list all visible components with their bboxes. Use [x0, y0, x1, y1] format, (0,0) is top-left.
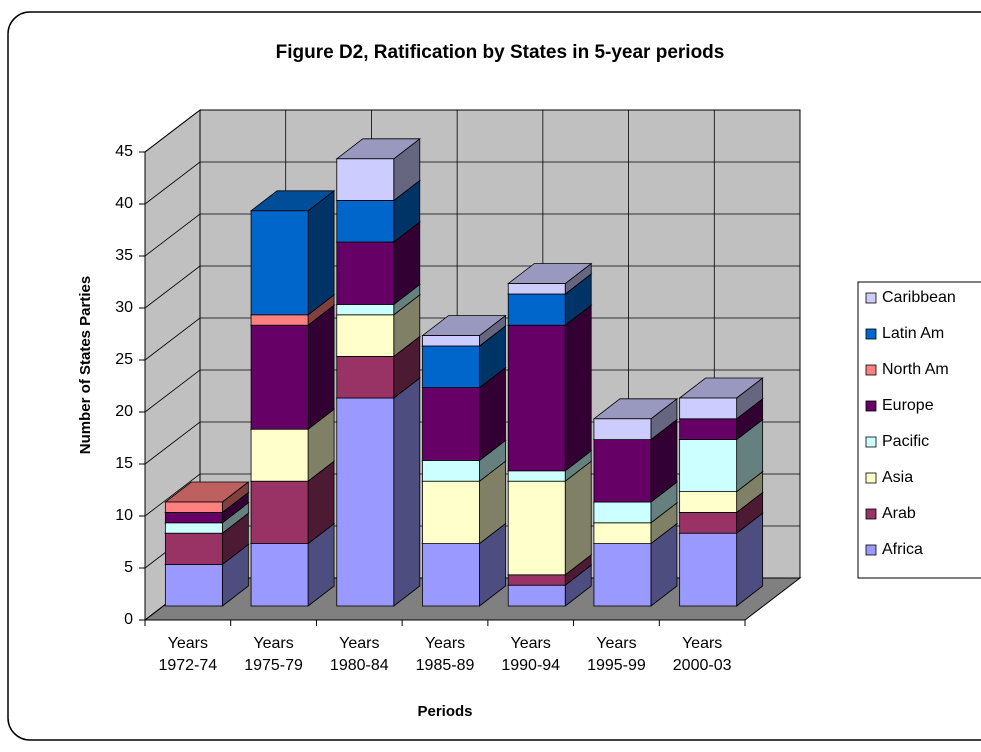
- bar-side: [307, 304, 335, 431]
- legend-label: North Am: [882, 361, 949, 378]
- bar: [422, 335, 480, 347]
- x-tick-label: Years 1972-74: [158, 635, 218, 674]
- bar: [679, 512, 738, 534]
- bar: [593, 522, 652, 544]
- bar: [422, 345, 480, 388]
- bar: [164, 512, 223, 524]
- legend-swatch: [865, 328, 877, 340]
- bar: [164, 564, 223, 607]
- bar: [679, 491, 738, 513]
- legend-swatch: [865, 472, 877, 484]
- legend-swatch: [865, 400, 877, 412]
- bar: [250, 324, 309, 430]
- bar: [164, 532, 223, 565]
- y-tick-label: 15: [115, 455, 133, 472]
- y-tick-label: 20: [115, 403, 133, 420]
- legend-label: Latin Am: [882, 325, 944, 342]
- grid-line: [144, 265, 800, 309]
- x-tick-label: Years 1985-89: [415, 635, 475, 674]
- bar: [593, 439, 652, 503]
- legend-swatch: [865, 436, 877, 448]
- bar: [679, 439, 738, 493]
- y-tick-label: 30: [115, 299, 133, 316]
- bar: [250, 210, 309, 316]
- chart-title: Figure D2, Ratification by States in 5-y…: [276, 42, 725, 63]
- legend-swatch: [865, 364, 877, 376]
- bar: [593, 501, 652, 524]
- x-tick-label: Years 1975-79: [244, 635, 303, 674]
- bar: [507, 574, 566, 586]
- bar: [422, 459, 480, 482]
- legend-label: Europe: [882, 397, 934, 414]
- bar: [336, 397, 395, 607]
- grid-line: [144, 317, 800, 361]
- legend-label: Africa: [882, 541, 923, 558]
- y-tick-label: 5: [124, 559, 133, 576]
- legend-label: Arab: [882, 505, 916, 522]
- bar: [336, 199, 395, 243]
- bar: [336, 355, 395, 399]
- bar: [507, 293, 566, 326]
- bar: [250, 480, 309, 545]
- bar: [422, 543, 480, 607]
- bar-side: [393, 377, 421, 607]
- bar: [164, 501, 223, 513]
- bar: [679, 397, 738, 420]
- legend-swatch: [865, 508, 877, 520]
- bar: [507, 470, 566, 482]
- y-tick-label: 25: [115, 351, 133, 368]
- bar: [336, 241, 395, 305]
- legend-label: Pacific: [882, 433, 929, 450]
- bar: [422, 480, 480, 545]
- legend-swatch: [865, 292, 877, 304]
- bar: [250, 314, 309, 326]
- bar: [679, 418, 738, 440]
- bar: [336, 158, 395, 201]
- grid-line: [144, 369, 800, 413]
- y-tick-label: 40: [115, 195, 133, 212]
- grid-line: [144, 213, 800, 257]
- x-tick-label: Years 2000-03: [672, 635, 732, 674]
- bar: [336, 314, 395, 357]
- x-tick-label: Years 1980-84: [329, 635, 389, 674]
- bar-side: [307, 189, 335, 316]
- y-tick-label: 45: [115, 143, 133, 160]
- bar: [679, 532, 738, 607]
- bar: [507, 324, 566, 472]
- bar: [250, 543, 309, 607]
- y-axis-label: Number of States Parties: [77, 276, 94, 454]
- legend-swatch: [865, 544, 877, 556]
- bar: [507, 584, 566, 607]
- bar: [164, 522, 223, 534]
- bar: [422, 387, 480, 461]
- x-axis-label: Periods: [417, 703, 472, 720]
- y-tick-label: 35: [115, 247, 133, 264]
- bar: [336, 303, 395, 316]
- bar: [593, 543, 652, 607]
- legend: [857, 281, 981, 579]
- grid-line: [144, 161, 800, 205]
- y-tick-label: 0: [124, 611, 133, 628]
- y-tick-label: 10: [115, 507, 133, 524]
- bar: [250, 428, 309, 482]
- x-tick-label: Years 1990-94: [501, 635, 561, 674]
- x-tick-label: Years 1995-99: [587, 635, 646, 674]
- bar: [507, 283, 566, 295]
- legend-label: Caribbean: [882, 289, 956, 306]
- bar-side: [564, 304, 592, 472]
- grid-line: [144, 109, 800, 153]
- bar: [593, 418, 652, 440]
- bar: [507, 480, 566, 576]
- legend-label: Asia: [882, 469, 913, 486]
